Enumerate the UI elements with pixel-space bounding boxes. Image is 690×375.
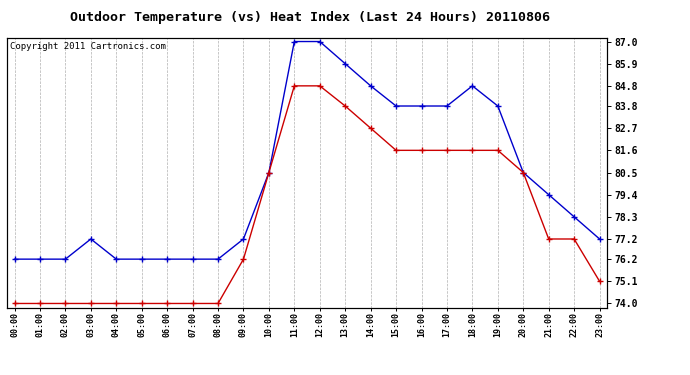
Text: Outdoor Temperature (vs) Heat Index (Last 24 Hours) 20110806: Outdoor Temperature (vs) Heat Index (Las… — [70, 11, 551, 24]
Text: Copyright 2011 Cartronics.com: Copyright 2011 Cartronics.com — [10, 42, 166, 51]
